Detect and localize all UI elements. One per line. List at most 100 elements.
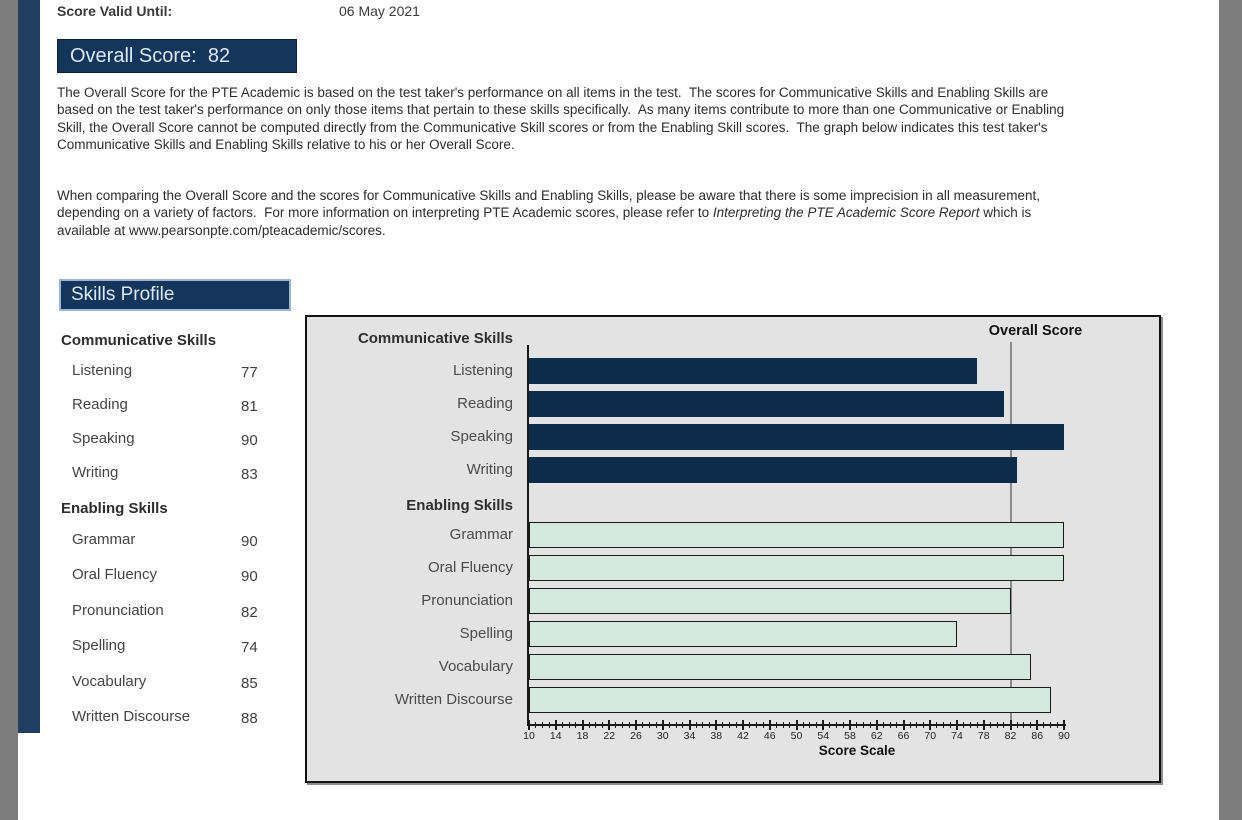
major-tick — [688, 720, 691, 730]
chart-bar-row: Spelling — [307, 621, 1087, 654]
chart-group-header-label: Communicative Skills — [357, 330, 513, 347]
skill-score: 85 — [241, 674, 258, 692]
chart-bar — [529, 424, 1064, 450]
minor-tick — [775, 722, 777, 728]
chart-group-header: Communicative Skills — [307, 325, 1087, 358]
minor-tick — [949, 722, 951, 728]
minor-tick — [668, 722, 670, 728]
minor-tick — [695, 722, 697, 728]
chart-bar-row: Pronunciation — [307, 588, 1087, 621]
chart-bar-label: Grammar — [449, 526, 513, 543]
minor-tick — [909, 722, 911, 728]
axis-tick-label: 82 — [1004, 730, 1017, 742]
chart-bar — [529, 358, 978, 384]
major-tick — [929, 720, 932, 730]
chart-group-header-label: Enabling Skills — [406, 497, 513, 514]
axis-tick-label: 90 — [1058, 730, 1070, 742]
major-tick — [715, 720, 718, 730]
major-tick — [1063, 720, 1065, 730]
skill-score: 74 — [241, 639, 258, 657]
minor-tick — [1016, 722, 1018, 728]
skill-label: Vocabulary — [72, 672, 147, 690]
note-text-start: When comparing the Overall Score and the… — [57, 188, 1044, 221]
minor-tick — [1030, 722, 1032, 728]
minor-tick — [729, 722, 731, 728]
chart-bar-label: Speaking — [450, 428, 513, 445]
major-tick — [875, 720, 878, 730]
skill-row: Grammar 90 — [61, 531, 293, 566]
chart-bar-row: Speaking — [307, 424, 1087, 457]
chart-bar — [529, 391, 1004, 417]
major-tick — [635, 720, 637, 730]
axis-tick-label: 66 — [897, 730, 910, 742]
score-valid-until-label: Score Valid Until: — [57, 3, 173, 19]
major-tick — [528, 720, 530, 730]
viewer-background-right — [1219, 0, 1242, 820]
skill-row: Writing 83 — [61, 464, 293, 498]
minor-tick — [541, 722, 543, 728]
minor-tick — [989, 722, 991, 728]
axis-tick-label: 42 — [737, 730, 749, 742]
minor-tick — [622, 722, 624, 728]
chart-bar — [529, 555, 1064, 581]
major-tick — [1009, 720, 1012, 730]
skill-row: Vocabulary 85 — [61, 673, 293, 708]
axis-tick-label: 26 — [630, 730, 642, 742]
axis-tick-label: 34 — [683, 730, 696, 742]
skill-score: 82 — [241, 603, 258, 621]
skill-row: Speaking 90 — [61, 430, 293, 464]
minor-tick — [1043, 722, 1045, 728]
minor-tick — [628, 722, 630, 728]
axis-tick-label: 86 — [1031, 730, 1044, 742]
minor-tick — [896, 722, 898, 728]
page-edge-band — [18, 0, 40, 733]
skill-label: Speaking — [72, 430, 135, 447]
minor-tick — [862, 722, 864, 728]
minor-tick — [969, 722, 971, 728]
major-tick — [581, 720, 584, 730]
overall-score-line-label: Overall Score — [988, 323, 1083, 339]
axis-tick-label: 46 — [763, 730, 776, 742]
chart-bar-label: Spelling — [459, 625, 513, 642]
score-scale-axis-label: Score Scale — [818, 743, 896, 758]
chart-bar — [529, 588, 1011, 614]
overall-score-description: The Overall Score for the PTE Academic i… — [57, 85, 1068, 152]
minor-tick — [782, 722, 784, 728]
chart-bar-row: Oral Fluency — [307, 555, 1087, 588]
axis-tick-label: 18 — [576, 730, 589, 742]
chart-y-axis — [527, 345, 529, 726]
skill-score: 90 — [241, 533, 258, 550]
axis-tick-label: 22 — [603, 730, 616, 742]
viewer-background-left — [0, 0, 18, 820]
skills-profile-heading: Skills Profile — [59, 279, 291, 311]
minor-tick — [1056, 722, 1058, 728]
major-tick — [554, 720, 557, 730]
skill-row: Spelling 74 — [61, 637, 293, 672]
major-tick — [902, 720, 905, 730]
chart-bar-row: Grammar — [307, 522, 1087, 555]
skill-score: 90 — [241, 568, 258, 586]
minor-tick — [1023, 722, 1025, 728]
minor-tick — [709, 722, 711, 728]
skill-row: Pronunciation 82 — [61, 602, 293, 637]
note-text-italic-title: Interpreting the PTE Academic Score Repo… — [712, 205, 980, 221]
major-tick — [795, 720, 798, 730]
skill-label: Oral Fluency — [72, 566, 158, 584]
chart-bar-row: Written Discourse — [307, 687, 1087, 720]
minor-tick — [548, 722, 550, 728]
axis-tick-label: 14 — [549, 730, 562, 742]
skill-label: Grammar — [72, 531, 136, 548]
minor-tick — [996, 722, 998, 728]
chart-bar-label: Reading — [457, 395, 513, 412]
chart-bar — [529, 654, 1031, 680]
minor-tick — [682, 722, 684, 728]
chart-bar — [529, 621, 957, 647]
skill-row: Listening 77 — [61, 362, 293, 396]
skills-profile-list: Communicative Skills Listening 77 Reading 81… — [61, 325, 293, 743]
minor-tick — [575, 722, 577, 728]
minor-tick — [755, 722, 757, 728]
minor-tick — [642, 722, 644, 728]
minor-tick — [943, 722, 945, 728]
major-tick — [849, 720, 851, 730]
skill-score: 81 — [241, 398, 258, 415]
